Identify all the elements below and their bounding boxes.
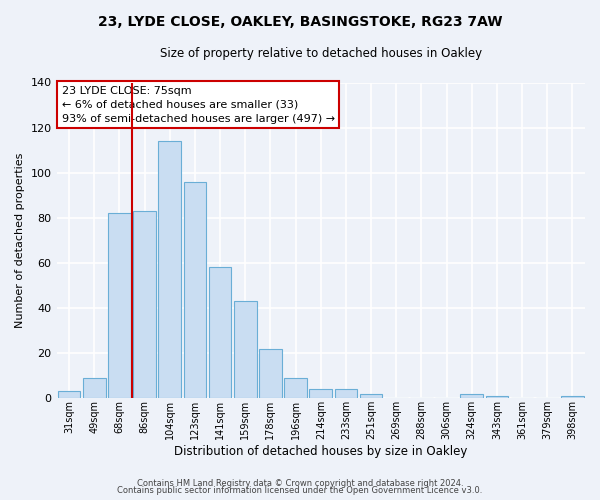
Bar (83, 378, 106, 398)
Bar (335, 389, 357, 398)
Title: Size of property relative to detached houses in Oakley: Size of property relative to detached ho… (160, 48, 482, 60)
Bar (184, 182, 206, 398)
Text: 23 LYDE CLOSE: 75sqm
← 6% of detached houses are smaller (33)
93% of semi-detach: 23 LYDE CLOSE: 75sqm ← 6% of detached ho… (62, 86, 335, 124)
Bar (209, 268, 232, 398)
X-axis label: Distribution of detached houses by size in Oakley: Distribution of detached houses by size … (174, 444, 467, 458)
Bar (284, 378, 307, 398)
Bar (234, 301, 257, 398)
Bar (360, 394, 382, 398)
Text: Contains HM Land Registry data © Crown copyright and database right 2024.: Contains HM Land Registry data © Crown c… (137, 478, 463, 488)
Bar (259, 348, 282, 398)
Bar (158, 141, 181, 398)
Text: 23, LYDE CLOSE, OAKLEY, BASINGSTOKE, RG23 7AW: 23, LYDE CLOSE, OAKLEY, BASINGSTOKE, RG2… (98, 15, 502, 29)
Text: Contains public sector information licensed under the Open Government Licence v3: Contains public sector information licen… (118, 486, 482, 495)
Bar (310, 389, 332, 398)
Bar (460, 394, 483, 398)
Bar (133, 211, 156, 398)
Bar (485, 396, 508, 398)
Bar (58, 392, 80, 398)
Bar (108, 214, 131, 398)
Y-axis label: Number of detached properties: Number of detached properties (15, 152, 25, 328)
Bar (561, 396, 584, 398)
